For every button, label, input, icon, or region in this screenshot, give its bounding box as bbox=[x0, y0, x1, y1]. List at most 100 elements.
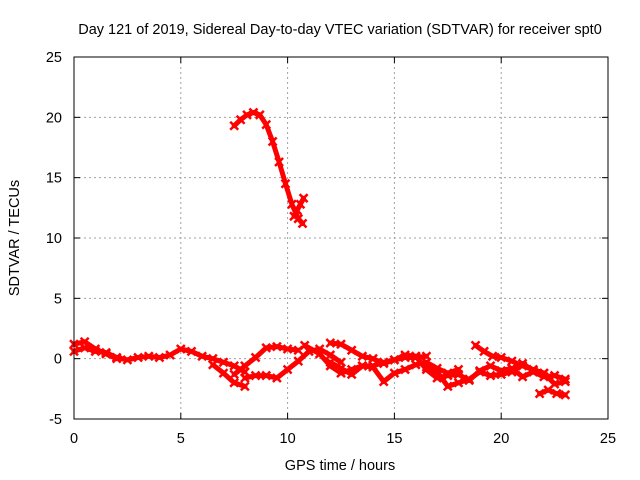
data-point bbox=[368, 353, 378, 364]
data-point bbox=[314, 348, 325, 359]
data-point bbox=[143, 351, 154, 362]
data-point bbox=[122, 354, 133, 365]
data-point bbox=[293, 356, 304, 366]
data-point bbox=[239, 373, 250, 383]
data-point bbox=[261, 370, 272, 381]
data-point bbox=[295, 199, 306, 210]
data-point bbox=[470, 340, 481, 351]
data-point bbox=[186, 346, 197, 357]
series-trace-2 bbox=[69, 336, 122, 364]
data-point bbox=[261, 119, 272, 130]
data-point bbox=[442, 381, 453, 392]
data-point bbox=[453, 377, 464, 388]
series-line bbox=[537, 387, 568, 398]
x-tick-label: 20 bbox=[493, 431, 509, 447]
series-line bbox=[210, 362, 248, 389]
data-point bbox=[90, 344, 101, 354]
y-tick-label: 25 bbox=[46, 50, 62, 66]
data-point bbox=[560, 389, 571, 400]
data-point bbox=[378, 376, 389, 387]
data-point bbox=[282, 344, 293, 354]
data-point bbox=[298, 193, 309, 204]
series-trace-3 bbox=[207, 359, 250, 392]
data-point bbox=[464, 374, 475, 385]
data-point bbox=[421, 362, 432, 372]
data-point bbox=[487, 351, 498, 362]
data-point bbox=[400, 352, 410, 363]
data-point bbox=[267, 136, 278, 147]
chart-title: Day 121 of 2019, Sidereal Day-to-day VTE… bbox=[78, 22, 602, 38]
data-point bbox=[506, 367, 517, 377]
data-point bbox=[229, 377, 240, 388]
data-point bbox=[539, 368, 549, 379]
data-point bbox=[289, 211, 299, 222]
series-arc-high-b bbox=[289, 193, 309, 222]
data-point bbox=[79, 336, 90, 347]
data-point bbox=[272, 373, 282, 383]
data-point bbox=[485, 361, 496, 371]
y-axis-label: SDTVAR / TECUs bbox=[7, 180, 23, 296]
data-point bbox=[517, 371, 528, 382]
data-point bbox=[560, 376, 571, 387]
data-point bbox=[111, 353, 122, 364]
grid-lines bbox=[74, 57, 608, 419]
series-line bbox=[242, 346, 344, 381]
data-point bbox=[250, 352, 261, 363]
data-point bbox=[474, 367, 485, 377]
data-point bbox=[432, 367, 443, 377]
data-point bbox=[528, 364, 539, 375]
data-layer bbox=[69, 107, 571, 400]
y-tick-label: 15 bbox=[46, 171, 62, 187]
series-trace-8 bbox=[325, 357, 464, 387]
data-point bbox=[325, 350, 336, 360]
data-point bbox=[485, 370, 496, 381]
data-point bbox=[239, 361, 250, 371]
data-point bbox=[410, 351, 421, 362]
data-point bbox=[292, 205, 303, 216]
data-point bbox=[325, 338, 336, 348]
data-point bbox=[229, 369, 240, 380]
data-point bbox=[336, 339, 346, 350]
y-tick-label: 20 bbox=[46, 110, 62, 126]
data-point bbox=[299, 340, 310, 351]
y-tick-label: 0 bbox=[54, 352, 62, 368]
y-tick-label: 5 bbox=[54, 291, 62, 307]
data-point bbox=[165, 350, 176, 360]
data-point bbox=[197, 351, 208, 362]
data-point bbox=[453, 369, 464, 380]
data-point bbox=[218, 368, 229, 379]
data-point bbox=[248, 107, 259, 118]
data-point bbox=[479, 346, 489, 357]
data-point bbox=[250, 370, 261, 381]
data-point bbox=[154, 352, 165, 363]
data-point bbox=[133, 352, 143, 363]
data-point bbox=[346, 369, 357, 380]
data-point bbox=[400, 364, 410, 375]
data-point bbox=[389, 354, 400, 365]
data-point bbox=[280, 178, 291, 189]
series-trace-12 bbox=[534, 385, 571, 400]
data-point bbox=[239, 381, 250, 392]
x-tick-label: 25 bbox=[600, 431, 616, 447]
data-point bbox=[207, 359, 218, 370]
y-tick-label: 10 bbox=[46, 231, 62, 247]
data-point bbox=[272, 341, 282, 352]
data-point bbox=[297, 218, 308, 229]
data-point bbox=[506, 356, 517, 366]
data-point bbox=[551, 388, 562, 399]
data-point bbox=[368, 362, 378, 372]
x-tick-label: 15 bbox=[386, 431, 402, 447]
data-point bbox=[242, 110, 252, 120]
x-tick-label: 5 bbox=[177, 431, 185, 447]
data-point bbox=[378, 358, 389, 369]
data-point bbox=[101, 348, 111, 359]
data-point bbox=[325, 357, 336, 368]
data-point bbox=[389, 368, 400, 379]
axis-ticks: 0 5 10 15 20 25 -5 0 5 10 15 20 25 bbox=[46, 50, 616, 447]
data-point bbox=[274, 157, 284, 167]
data-point bbox=[357, 361, 368, 371]
data-point bbox=[254, 110, 265, 120]
x-tick-label: 10 bbox=[280, 431, 296, 447]
data-point bbox=[229, 361, 240, 371]
